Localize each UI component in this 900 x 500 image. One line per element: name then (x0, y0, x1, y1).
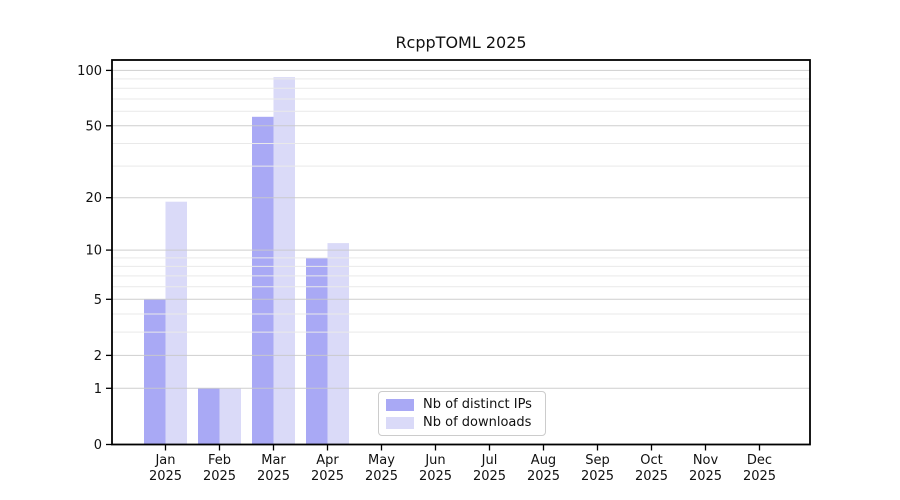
bar-nb-of-distinct-ips-apr (306, 257, 328, 445)
legend: Nb of distinct IPs Nb of downloads (378, 391, 546, 436)
x-label-year-sep: 2025 (581, 469, 614, 484)
x-label-month-may: May (368, 453, 395, 468)
legend-item-distinct-ips: Nb of distinct IPs (386, 396, 538, 413)
bar-nb-of-distinct-ips-mar (252, 116, 274, 445)
x-label-month-jul: Jul (481, 453, 498, 468)
bar-nb-of-distinct-ips-jan (144, 299, 166, 445)
bar-nb-of-distinct-ips-feb (198, 388, 220, 445)
x-label-month-mar: Mar (261, 453, 286, 468)
x-label-year-jan: 2025 (149, 469, 182, 484)
bar-nb-of-downloads-jan (165, 201, 187, 445)
x-label-year-apr: 2025 (311, 469, 344, 484)
y-tick-label-20: 20 (85, 191, 102, 206)
x-label-month-apr: Apr (316, 453, 339, 468)
x-label-month-sep: Sep (585, 453, 610, 468)
bar-nb-of-downloads-mar (273, 77, 295, 445)
x-label-year-oct: 2025 (635, 469, 668, 484)
x-label-year-feb: 2025 (203, 469, 236, 484)
y-tick-label-0: 0 (94, 438, 102, 453)
chart-title: RcppTOML 2025 (395, 33, 527, 52)
x-label-month-feb: Feb (208, 453, 231, 468)
x-label-month-aug: Aug (531, 453, 556, 468)
y-tick-label-2: 2 (94, 349, 102, 364)
y-tick-label-10: 10 (85, 244, 102, 259)
legend-label-distinct-ips: Nb of distinct IPs (423, 397, 532, 412)
x-label-month-jan: Jan (154, 453, 175, 468)
plot-border (111, 59, 811, 446)
x-label-month-nov: Nov (693, 453, 719, 468)
x-label-year-dec: 2025 (743, 469, 776, 484)
y-tick-label-1: 1 (94, 382, 102, 397)
y-tick-label-50: 50 (85, 119, 102, 134)
x-label-month-jun: Jun (424, 453, 445, 468)
bar-nb-of-downloads-feb (219, 388, 241, 445)
x-label-year-jun: 2025 (419, 469, 452, 484)
bar-nb-of-downloads-apr (327, 243, 349, 445)
legend-swatch-distinct-ips (386, 398, 414, 411)
x-label-month-dec: Dec (747, 453, 772, 468)
x-label-year-mar: 2025 (257, 469, 290, 484)
legend-label-downloads: Nb of downloads (423, 415, 532, 430)
y-tick-label-100: 100 (77, 64, 102, 79)
x-label-year-nov: 2025 (689, 469, 722, 484)
x-label-month-oct: Oct (640, 453, 662, 468)
legend-item-downloads: Nb of downloads (386, 414, 538, 431)
x-label-year-aug: 2025 (527, 469, 560, 484)
legend-swatch-downloads (386, 416, 414, 429)
y-tick-label-5: 5 (94, 293, 102, 308)
x-label-year-may: 2025 (365, 469, 398, 484)
x-label-year-jul: 2025 (473, 469, 506, 484)
